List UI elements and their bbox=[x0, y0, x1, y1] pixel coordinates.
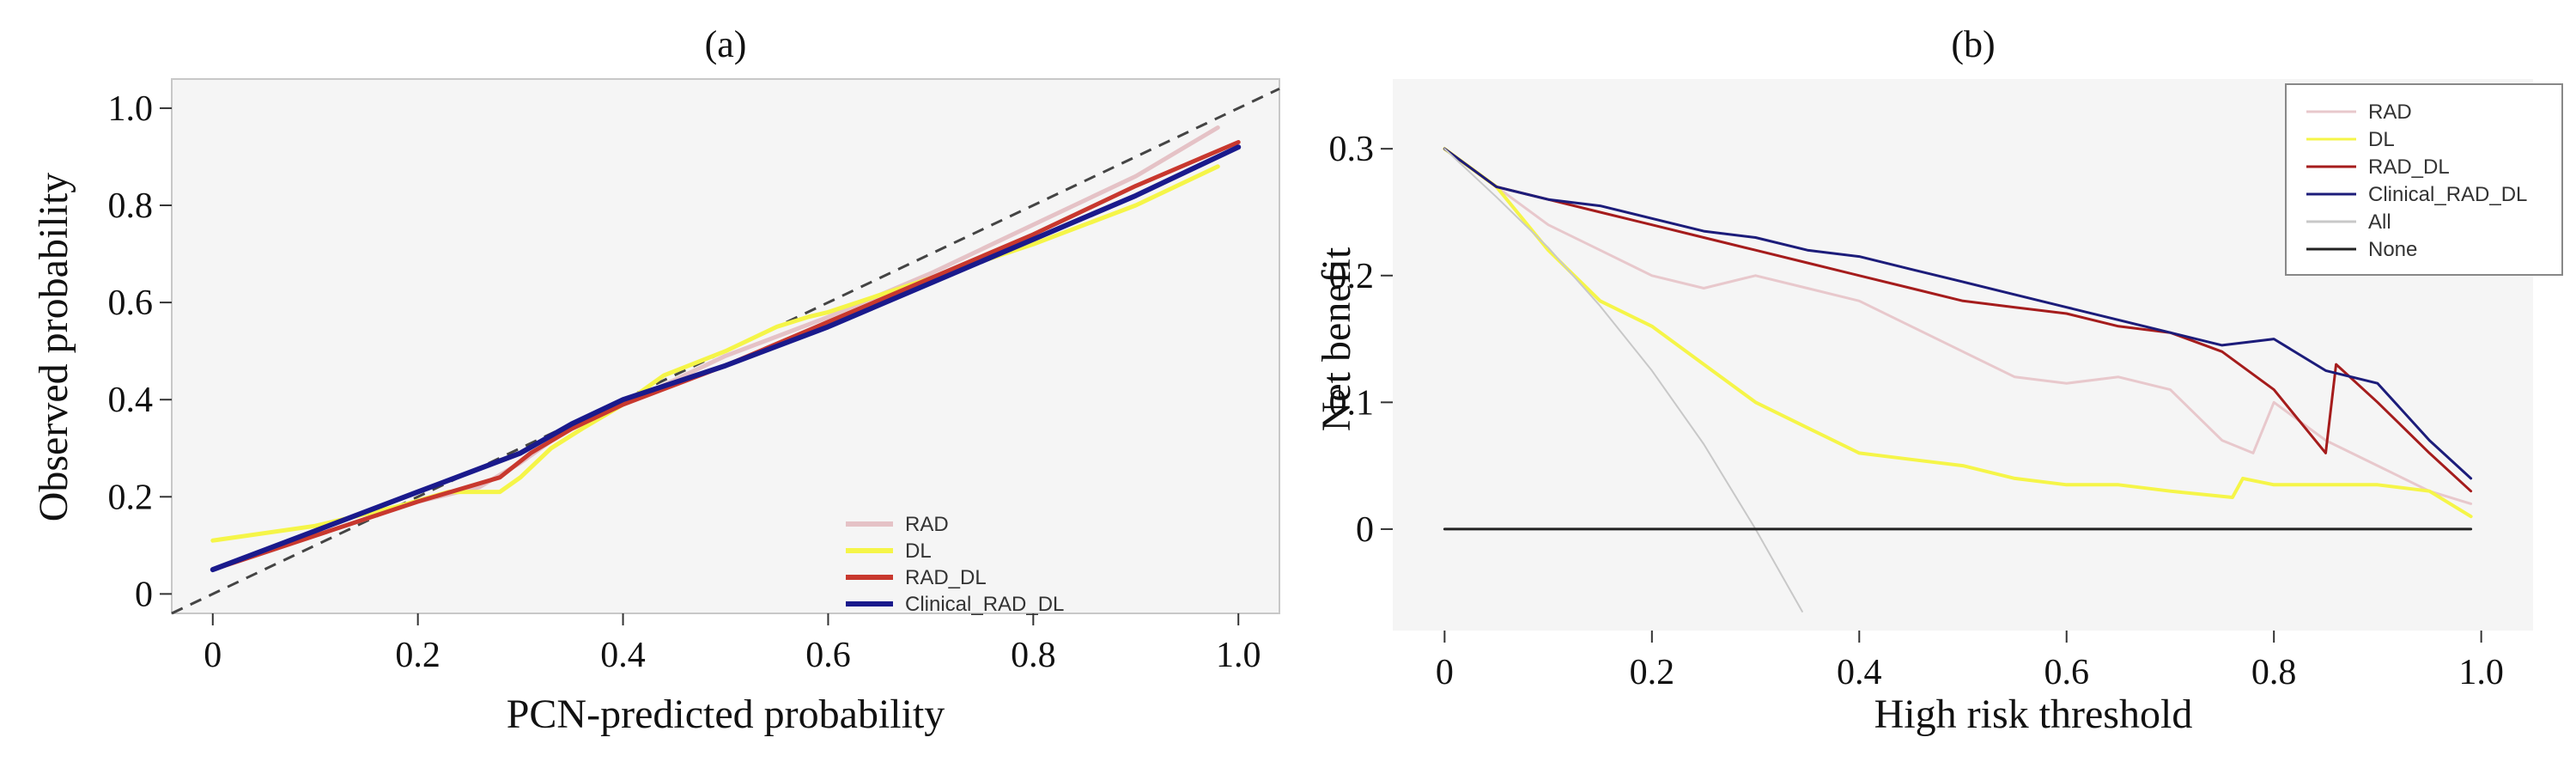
panel-a-y-ticks: 0 0.2 0.4 0.6 0.8 1.0 bbox=[108, 89, 172, 614]
x-tick-label: 0.2 bbox=[1630, 653, 1675, 692]
x-tick-label: 0.4 bbox=[600, 636, 646, 675]
legend-label-dl: DL bbox=[905, 539, 932, 563]
panel-b-legend: RAD DL RAD_DL Clinical_RAD_DL All None bbox=[2285, 83, 2563, 276]
legend-label-all: All bbox=[2368, 210, 2391, 234]
x-tick-label: 0.6 bbox=[805, 636, 851, 675]
legend-label-clinical-rad-dl: Clinical_RAD_DL bbox=[2368, 183, 2527, 206]
x-tick-label: 0.6 bbox=[2044, 653, 2089, 692]
legend-label-clinical-rad-dl: Clinical_RAD_DL bbox=[905, 593, 1064, 616]
series-line-clinical-rad-dl bbox=[1443, 147, 2473, 480]
y-tick-label: 0.1 bbox=[1329, 383, 1375, 423]
y-tick-label: 0 bbox=[135, 575, 153, 614]
x-tick-label: 0.8 bbox=[2251, 653, 2297, 692]
panel-a-x-axis-label: PCN-predicted probability bbox=[507, 692, 945, 737]
legend-label-none: None bbox=[2368, 238, 2417, 261]
y-tick-label: 0.2 bbox=[108, 478, 154, 517]
y-tick-label: 1.0 bbox=[108, 89, 154, 129]
y-tick-label: 0.8 bbox=[108, 186, 154, 226]
panel-b-x-axis-label: High risk threshold bbox=[1874, 692, 2193, 737]
reference-diagonal-line bbox=[171, 87, 1280, 615]
series-line-rad-dl bbox=[210, 140, 1241, 572]
legend-label-rad-dl: RAD_DL bbox=[2368, 155, 2450, 179]
x-tick-label: 0 bbox=[1436, 653, 1454, 692]
series-line-all bbox=[1443, 148, 1803, 613]
panel-b-x-ticks: 0 0.2 0.4 0.6 0.8 1.0 bbox=[1436, 631, 2504, 692]
legend-label-rad: RAD bbox=[2368, 101, 2412, 124]
legend-box bbox=[2285, 83, 2563, 276]
panel-a-plot-area bbox=[171, 78, 1280, 614]
x-tick-label: 0.2 bbox=[395, 636, 440, 675]
x-tick-label: 0.4 bbox=[1837, 653, 1882, 692]
series-line-rad-dl bbox=[1443, 147, 2473, 493]
panel-b-y-axis-label: Net benefit bbox=[1314, 247, 1359, 431]
x-tick-label: 0.8 bbox=[1011, 636, 1056, 675]
panel-b: (b) 0 0.1 0.2 0.3 0 0.2 0.4 0.6 0.8 1.0 High ris… bbox=[1314, 23, 2563, 737]
x-tick-label: 1.0 bbox=[1216, 636, 1261, 675]
panel-b-y-ticks: 0 0.1 0.2 0.3 bbox=[1329, 130, 1393, 550]
x-tick-label: 1.0 bbox=[2458, 653, 2504, 692]
series-line-clinical-rad-dl bbox=[210, 144, 1242, 573]
panel-a-y-axis-label: Observed probability bbox=[31, 173, 76, 522]
panel-a: (a) 0 0.2 0.4 0.6 0.8 1.0 0 0.2 0.4 0.6 0.8 1.0 PC… bbox=[31, 23, 1280, 737]
y-tick-label: 0.6 bbox=[108, 283, 154, 323]
y-tick-label: 0.3 bbox=[1329, 130, 1375, 169]
legend-label-dl: DL bbox=[2368, 128, 2395, 151]
y-tick-label: 0 bbox=[1356, 510, 1374, 550]
panel-a-title: (a) bbox=[705, 23, 747, 65]
legend-label-rad: RAD bbox=[905, 513, 949, 536]
y-tick-label: 0.2 bbox=[1329, 257, 1375, 296]
panel-a-series bbox=[171, 87, 1280, 615]
panel-b-series bbox=[1443, 147, 2473, 613]
legend-label-rad-dl: RAD_DL bbox=[905, 566, 987, 589]
panel-a-legend: RAD DL RAD_DL Clinical_RAD_DL bbox=[846, 513, 1064, 616]
panel-a-x-ticks: 0 0.2 0.4 0.6 0.8 1.0 bbox=[204, 613, 1261, 675]
series-line-dl bbox=[1443, 147, 2473, 519]
x-tick-label: 0 bbox=[204, 636, 222, 675]
panel-b-title: (b) bbox=[1951, 23, 1995, 65]
y-tick-label: 0.4 bbox=[108, 381, 154, 420]
